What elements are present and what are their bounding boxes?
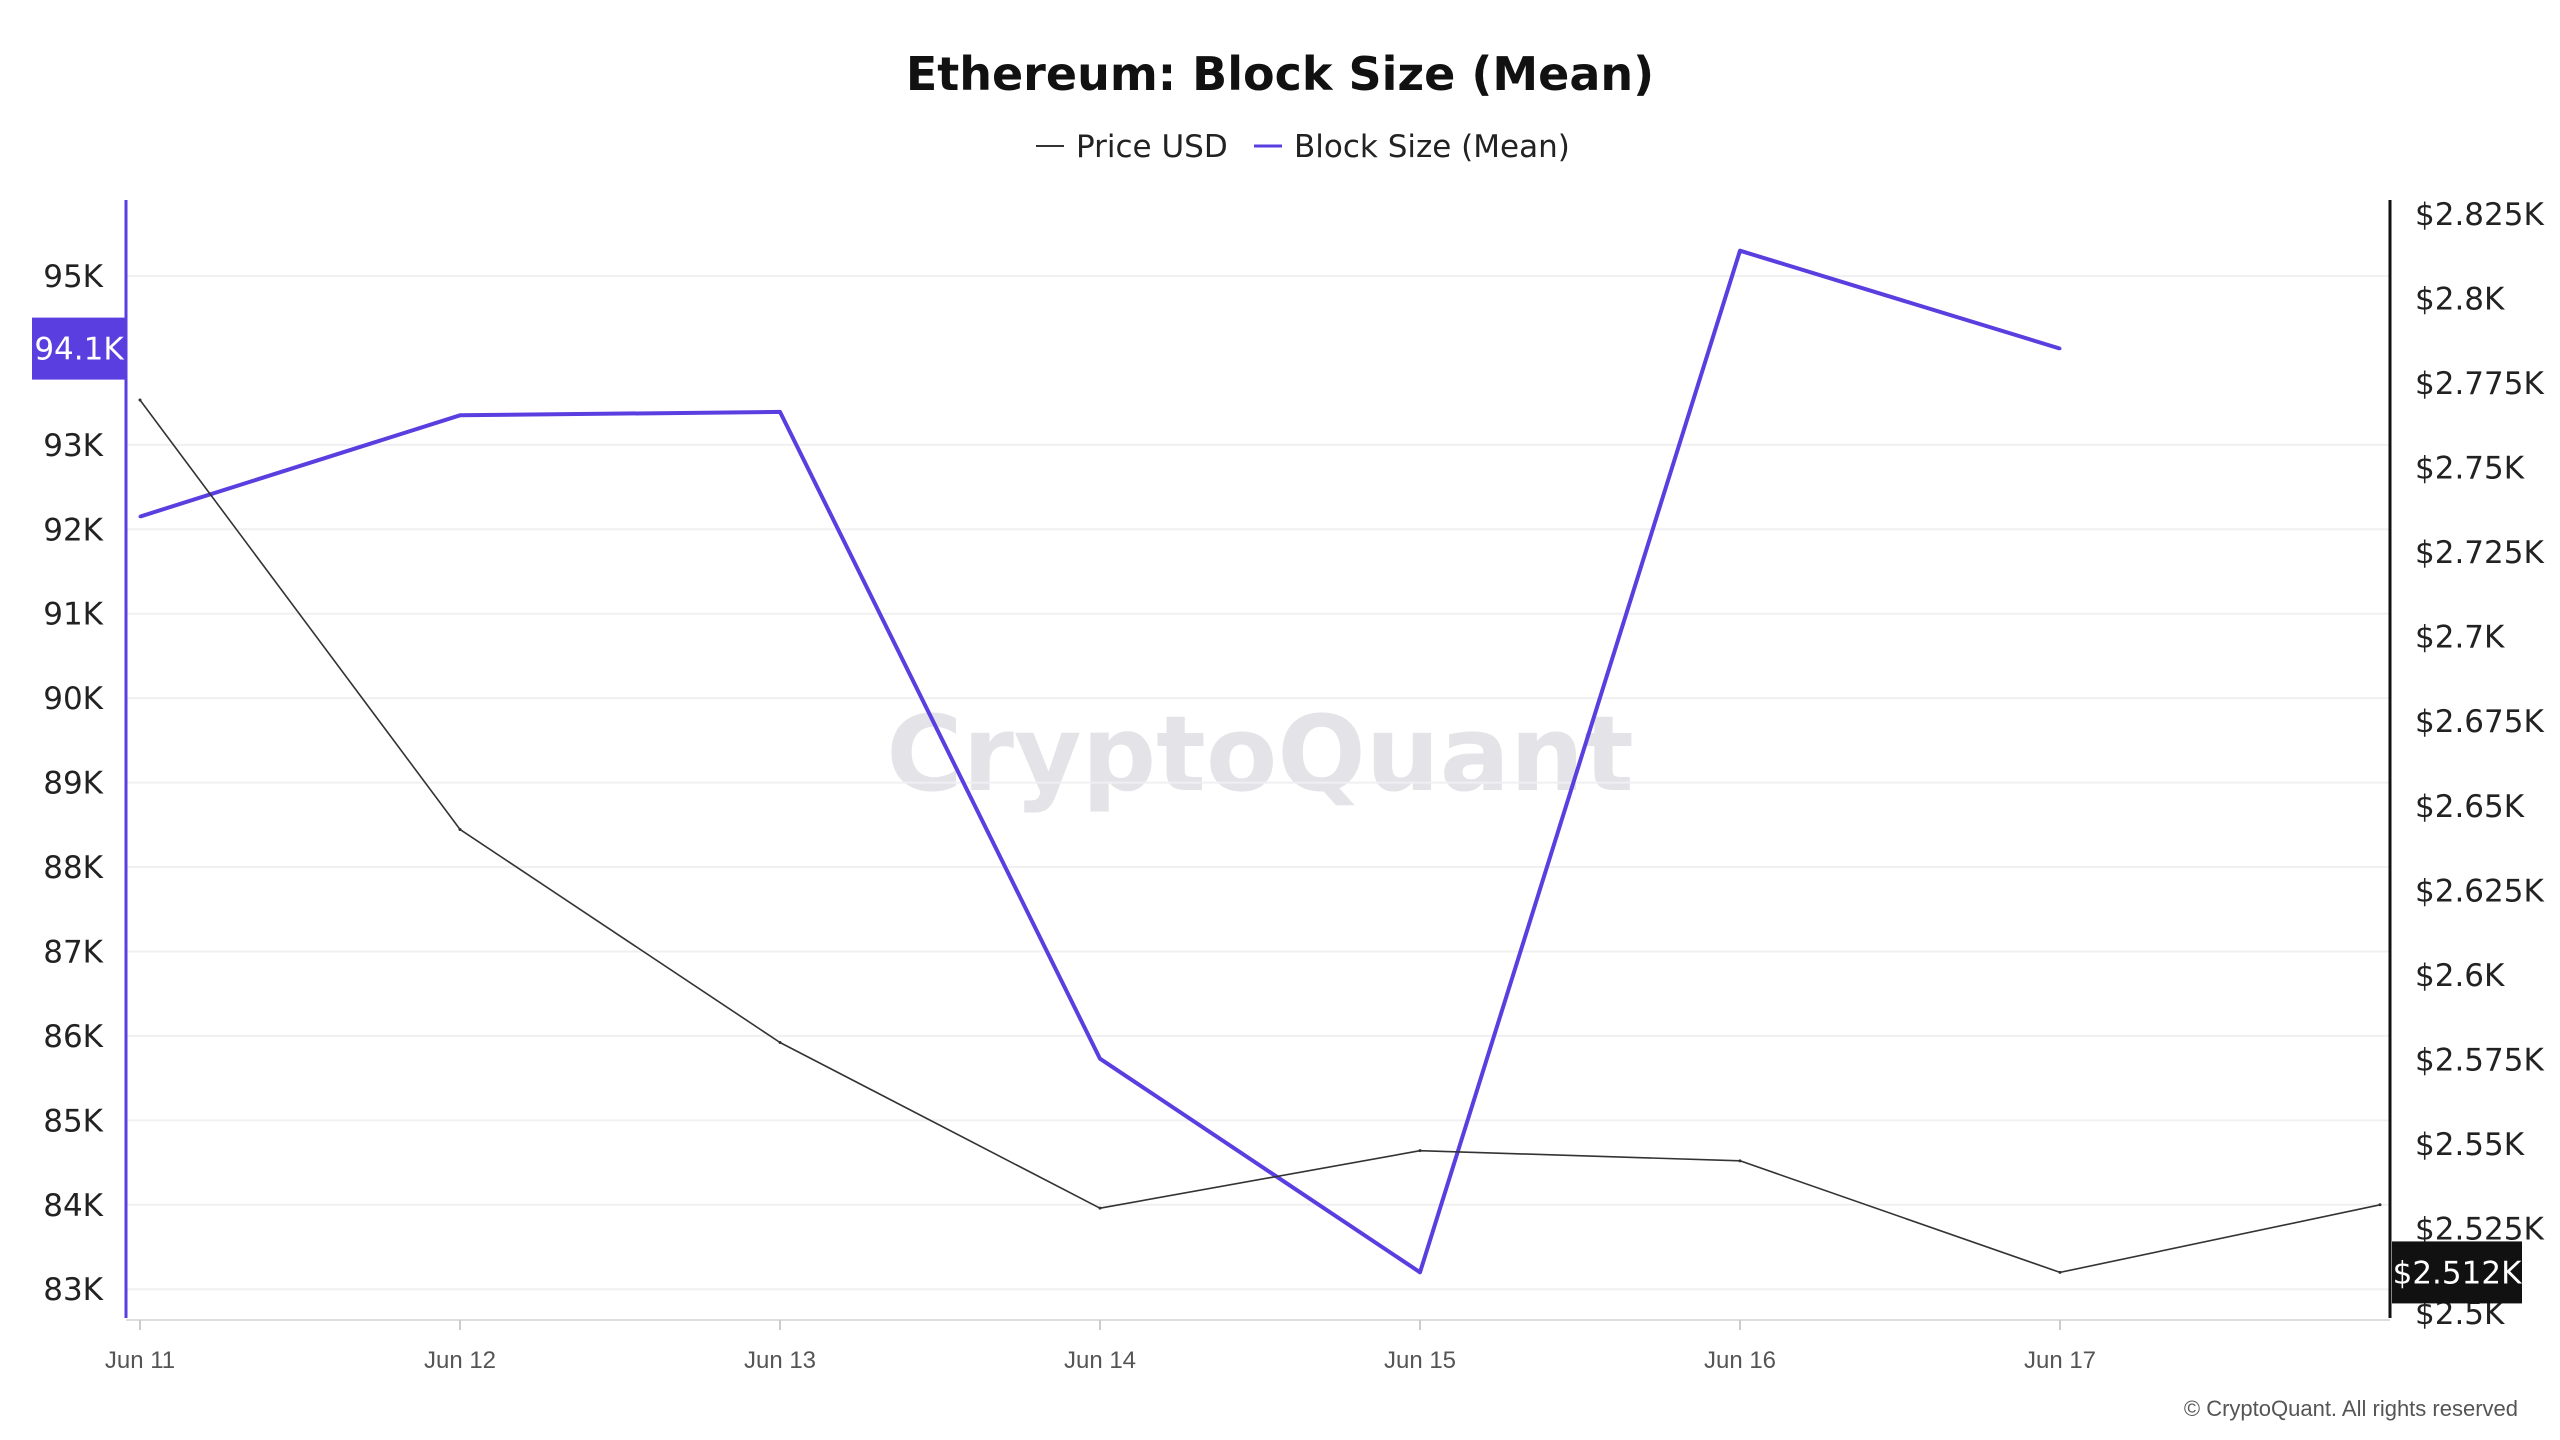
right-tick-label: $2.625K [2415,873,2544,909]
right-tick-label: $2.55K [2415,1127,2525,1163]
data-point-price-usd [1738,1159,1742,1163]
data-point-block-size-mean [1098,1057,1102,1061]
right-tick-label: $2.675K [2415,704,2544,740]
x-tick-label: Jun 16 [1704,1347,1776,1374]
right-tick-label: $2.725K [2415,535,2544,571]
data-point-price-usd [2058,1270,2062,1274]
data-point-price-usd [458,827,462,831]
x-tick-label: Jun 14 [1064,1347,1136,1374]
right-axis: $2.5K$2.525K$2.55K$2.575K$2.6K$2.625K$2.… [2388,197,2544,1332]
right-tick-label: $2.575K [2415,1042,2544,1078]
left-tick-label: 93K [43,428,103,464]
x-tick-label: Jun 15 [1384,1347,1456,1374]
x-tick-label: Jun 17 [2024,1347,2096,1374]
data-point-price-usd [1098,1206,1102,1210]
x-axis: Jun 11 Jun 12 Jun 13 Jun 14 Jun 15 Jun 16 Jun … [105,1319,2390,1374]
badges: 94.1K $2.512K [32,317,2522,1304]
data-point-block-size-mean [458,413,462,417]
right-tick-label: $2.8K [2415,282,2505,318]
right-tick-label: $2.65K [2415,789,2525,825]
data-point-block-size-mean [1418,1270,1422,1274]
data-point-block-size-mean [2058,347,2062,351]
left-value-badge-label: 94.1K [34,332,124,368]
data-point-block-size-mean [138,515,142,519]
left-tick-label: 95K [43,259,103,295]
legend: Price USD Block Size (Mean) [1036,129,1570,165]
left-tick-label: 90K [43,681,103,717]
series-line-price-usd [139,399,2381,1274]
left-tick-label: 86K [43,1019,103,1055]
right-tick-label: $2.825K [2415,197,2544,233]
right-tick-label: $2.75K [2415,451,2525,487]
legend-label-price[interactable]: Price USD [1076,129,1228,165]
right-value-badge-label: $2.512K [2393,1255,2522,1291]
x-tick-label: Jun 13 [744,1347,816,1374]
left-tick-label: 89K [43,766,103,802]
left-tick-label: 85K [43,1103,103,1139]
grid [126,274,2390,1291]
left-tick-label: 83K [43,1272,103,1308]
left-value-badge [32,317,126,380]
left-tick-label: 87K [43,934,103,970]
left-tick-label: 92K [43,512,103,548]
x-tick-label: Jun 11 [105,1347,175,1374]
x-tick-label: Jun 12 [424,1347,496,1374]
right-tick-label: $2.6K [2415,958,2505,994]
watermark: CryptoQuant [886,693,1633,815]
data-point-price-usd [1418,1149,1422,1153]
left-tick-label: 91K [43,597,103,633]
data-point-price-usd [2378,1203,2382,1207]
legend-label-block-size[interactable]: Block Size (Mean) [1294,129,1570,165]
left-axis: 83K 84K 85K 86K 87K 88K 89K 90K 91K 92K 93K 95K [43,200,128,1318]
chart-title: Ethereum: Block Size (Mean) [906,47,1654,101]
left-tick-label: 84K [43,1188,103,1224]
right-tick-label: $2.7K [2415,620,2505,656]
data-point-block-size-mean [1738,249,1742,253]
data-point-price-usd [778,1040,782,1044]
left-tick-label: 88K [43,850,103,886]
data-point-block-size-mean [778,410,782,414]
right-value-badge [2392,1241,2522,1304]
data-point-price-usd [138,398,142,402]
right-tick-label: $2.775K [2415,366,2544,402]
series-layer [138,248,2382,1275]
copyright: © CryptoQuant. All rights reserved [2184,1396,2518,1421]
